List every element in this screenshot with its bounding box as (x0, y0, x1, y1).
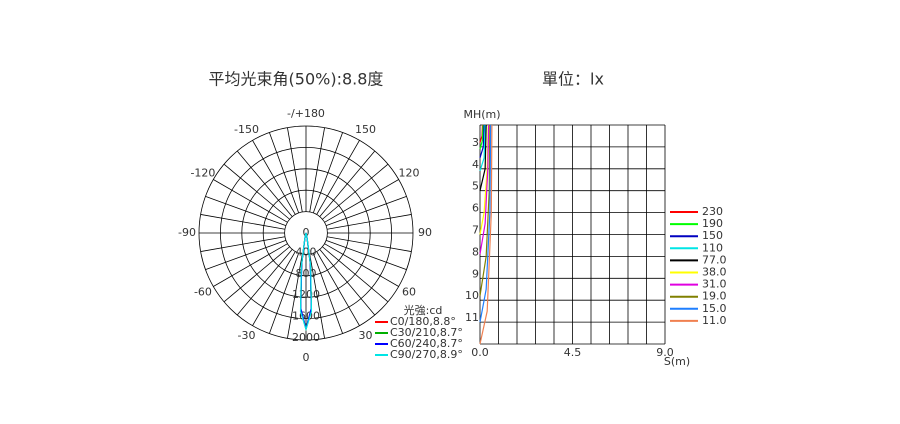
isolux-line (479, 124, 491, 296)
x-tick-label: 4.5 (564, 346, 582, 359)
r-tick-label: 400 (296, 245, 317, 258)
isolux-line (479, 124, 493, 345)
legend-label: 19.0 (702, 290, 727, 303)
r-tick-label: 0 (303, 226, 310, 239)
unit-label: 光強:cd (404, 303, 443, 317)
y-axis-label: MH(m) (463, 108, 500, 121)
angle-tick-label: 90 (418, 226, 432, 239)
x-axis-label: S(m) (664, 355, 690, 368)
angle-tick-label: 30 (359, 329, 373, 342)
angle-tick-label: 60 (402, 286, 416, 299)
y-tick-label: 7 (472, 224, 479, 237)
grid-circle (198, 125, 414, 341)
isolux-line (479, 124, 487, 191)
y-tick-label: 9 (472, 267, 479, 280)
angle-tick-label: 150 (355, 123, 376, 136)
legend-label: 77.0 (702, 253, 727, 266)
legend-label: 150 (702, 229, 723, 242)
r-tick-label: 1600 (292, 310, 320, 323)
legend-label: C60/240,8.7° (390, 337, 463, 350)
grid-circle (241, 168, 371, 298)
y-tick-label: 8 (472, 245, 479, 258)
legend-label: C30/210,8.7° (390, 326, 463, 339)
legend-label: 190 (702, 217, 723, 230)
isolux-line (479, 124, 485, 159)
r-tick-label: 2000 (292, 331, 320, 344)
legend-label: 110 (702, 241, 723, 254)
angle-tick-label: -120 (190, 167, 215, 180)
angle-tick-label: -30 (238, 329, 256, 342)
isolux-line (479, 124, 486, 172)
polar-line (299, 232, 313, 332)
chart-title: 單位：lx (542, 70, 604, 89)
angle-tick-label: -150 (234, 123, 259, 136)
r-tick-label: 800 (296, 267, 317, 280)
r-tick-label: 1200 (292, 288, 320, 301)
legend-label: 31.0 (702, 278, 727, 291)
angle-tick-label: -/+180 (287, 107, 325, 120)
y-tick-label: 10 (465, 289, 479, 302)
legend-label: C0/180,8.8° (390, 315, 456, 328)
y-tick-label: 3 (472, 136, 479, 149)
isolux-line (479, 124, 484, 150)
angle-tick-label: -60 (194, 286, 212, 299)
x-tick-label: 0.0 (471, 346, 489, 359)
grid-circle (219, 146, 392, 319)
isolux-line (479, 124, 492, 323)
grid-circle (284, 211, 328, 255)
y-tick-label: 4 (472, 158, 479, 171)
legend-label: 38.0 (702, 266, 727, 279)
angle-tick-label: 0 (303, 351, 310, 364)
legend-label: 230 (702, 205, 723, 218)
angle-tick-label: 120 (399, 167, 420, 180)
y-tick-label: 5 (472, 180, 479, 193)
legend-label: C90/270,8.9° (390, 348, 463, 361)
legend-label: 11.0 (702, 314, 727, 327)
angle-tick-label: -90 (178, 226, 196, 239)
grid-circle (262, 189, 350, 277)
x-tick-label: 9.0 (656, 346, 674, 359)
y-tick-label: 6 (472, 202, 479, 215)
chart-title: 平均光束角(50%):8.8度 (209, 70, 384, 89)
isolux-line (479, 124, 490, 255)
y-tick-label: 11 (465, 311, 479, 324)
legend-label: 15.0 (702, 302, 727, 315)
